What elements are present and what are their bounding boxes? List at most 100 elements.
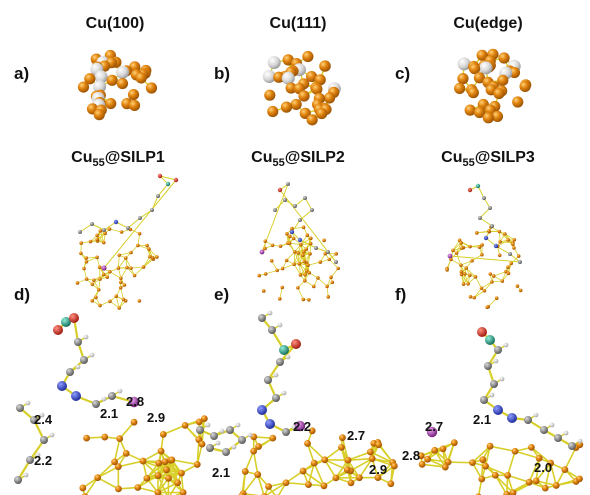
copper-atom bbox=[300, 253, 305, 258]
copper-atom bbox=[296, 285, 300, 290]
distance-label-f-3: 2.8 bbox=[402, 448, 420, 463]
cluster-bond bbox=[279, 287, 283, 300]
ligand-d-atom bbox=[108, 392, 116, 400]
copper-atom bbox=[129, 250, 133, 255]
copper-atom bbox=[512, 96, 524, 108]
cluster-bond bbox=[298, 263, 301, 276]
ligand-e-atom bbox=[279, 345, 289, 355]
copper-atom bbox=[305, 70, 318, 83]
copper-atom bbox=[123, 256, 128, 260]
cluster-bond bbox=[307, 261, 321, 266]
cluster-bond bbox=[120, 267, 128, 279]
copper-atom bbox=[512, 237, 517, 242]
cluster-bond bbox=[465, 267, 476, 278]
copper-atom bbox=[101, 240, 106, 245]
copper-atom bbox=[468, 244, 472, 249]
copper-atom bbox=[95, 237, 100, 242]
ligand-f-atom bbox=[507, 413, 517, 423]
copper-atom bbox=[269, 434, 277, 442]
distance-label-d-4: 2.9 bbox=[147, 410, 165, 425]
cluster-bond bbox=[456, 242, 462, 254]
ligand-d-atom bbox=[71, 391, 81, 401]
copper-atom bbox=[444, 458, 452, 466]
distance-label-d-5: 2.2 bbox=[34, 453, 52, 468]
surface-f-bond bbox=[530, 446, 552, 464]
copper-atom bbox=[469, 63, 481, 75]
cluster-bond bbox=[109, 300, 120, 309]
copper-atom bbox=[95, 233, 99, 238]
surface-e-bond bbox=[306, 442, 326, 461]
cluster-bond bbox=[469, 244, 483, 248]
distance-label-f-1: 2.7 bbox=[425, 419, 443, 434]
ligand-bond bbox=[479, 207, 491, 219]
cluster-bond bbox=[317, 277, 328, 287]
ligand-atom bbox=[447, 253, 453, 259]
silver-atom bbox=[94, 70, 108, 84]
silver-atom bbox=[93, 80, 107, 94]
copper-atom bbox=[94, 474, 102, 482]
cluster-bond bbox=[498, 231, 509, 241]
copper-atom bbox=[301, 225, 306, 230]
copper-atom bbox=[304, 269, 309, 273]
copper-atom bbox=[308, 427, 316, 435]
copper-atom bbox=[516, 254, 521, 258]
copper-atom bbox=[122, 283, 127, 287]
copper-atom bbox=[479, 456, 487, 464]
copper-atom bbox=[470, 258, 474, 263]
copper-atom bbox=[475, 231, 479, 235]
copper-atom bbox=[93, 109, 105, 121]
cluster-bond bbox=[99, 266, 108, 278]
copper-atom bbox=[330, 280, 335, 285]
ligand-atom bbox=[475, 183, 481, 189]
copper-atom bbox=[84, 256, 89, 260]
surface-f-bond bbox=[494, 474, 508, 495]
copper-atom bbox=[486, 442, 494, 450]
surface-d-bond bbox=[171, 459, 199, 466]
copper-atom bbox=[497, 74, 509, 86]
copper-atom bbox=[179, 489, 187, 495]
ligand-e-ring-atom bbox=[222, 448, 230, 456]
copper-atom bbox=[79, 241, 83, 245]
copper-atom bbox=[269, 258, 274, 263]
copper-atom bbox=[476, 49, 488, 61]
copper-atom bbox=[280, 285, 285, 290]
copper-atom bbox=[509, 261, 514, 266]
copper-atom bbox=[161, 458, 169, 466]
copper-atom bbox=[238, 492, 246, 495]
distance-label-f-4: 2.0 bbox=[534, 460, 552, 475]
ligand-e-atom bbox=[291, 339, 301, 349]
cluster-bond bbox=[463, 274, 471, 285]
copper-atom bbox=[106, 74, 118, 86]
copper-atom bbox=[117, 306, 121, 310]
copper-atom bbox=[280, 101, 293, 113]
cluster-bond bbox=[328, 258, 339, 269]
copper-atom bbox=[90, 298, 95, 303]
copper-atom bbox=[101, 433, 109, 441]
hydrogen-atom bbox=[215, 440, 221, 446]
cluster-bond bbox=[487, 297, 498, 308]
surface-d-bond bbox=[113, 437, 121, 463]
copper-atom bbox=[143, 474, 151, 482]
copper-atom bbox=[97, 265, 102, 269]
panel-letter-e: e) bbox=[214, 285, 229, 304]
cluster-bond bbox=[118, 257, 127, 269]
copper-atom bbox=[323, 92, 336, 104]
copper-atom bbox=[135, 72, 147, 84]
copper-atom bbox=[285, 231, 289, 236]
surface-d-bond bbox=[96, 465, 120, 479]
copper-atom bbox=[92, 278, 96, 282]
copper-atom bbox=[445, 268, 449, 272]
copper-atom bbox=[303, 272, 307, 277]
copper-atom bbox=[320, 482, 328, 490]
surface-f-bond bbox=[471, 445, 491, 464]
surface-d-bond bbox=[137, 486, 159, 494]
surface-e-bond bbox=[377, 443, 394, 464]
copper-atom bbox=[457, 73, 469, 85]
ligand-e-atom bbox=[276, 358, 284, 366]
copper-atom bbox=[200, 415, 208, 423]
copper-atom bbox=[84, 277, 89, 281]
copper-atom bbox=[273, 71, 285, 83]
copper-atom bbox=[343, 466, 351, 474]
copper-atom bbox=[482, 288, 487, 293]
